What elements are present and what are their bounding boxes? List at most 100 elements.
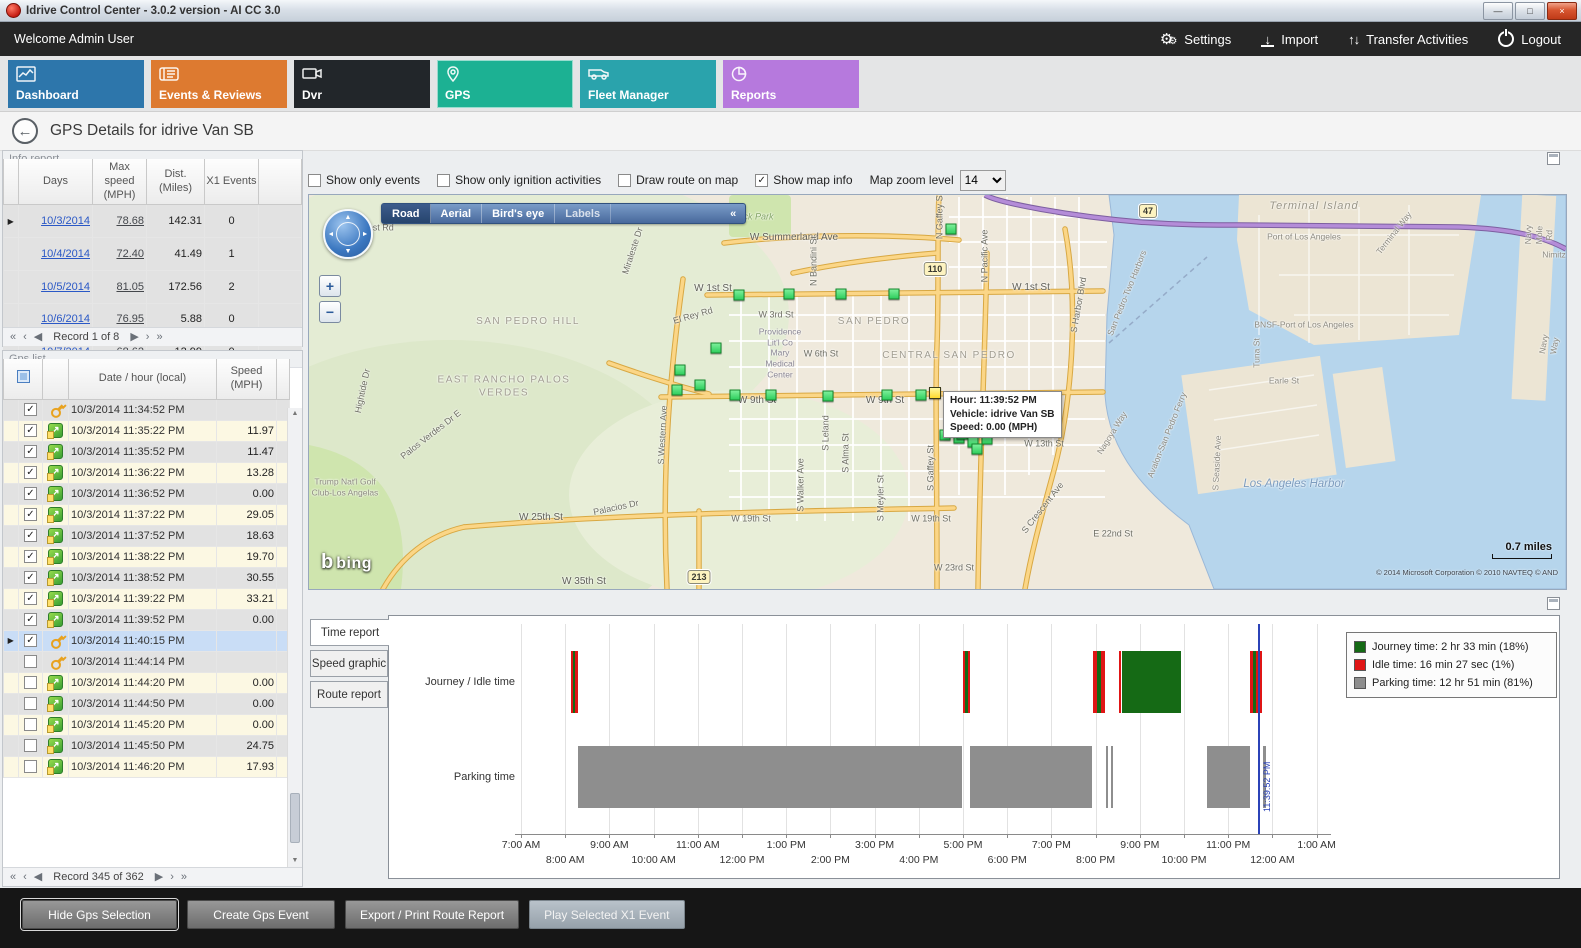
row-checkbox[interactable]: ✓ — [24, 424, 37, 437]
gps-list-scrollbar[interactable]: ▲ ▼ — [287, 408, 302, 867]
checkbox[interactable] — [618, 173, 632, 187]
tab-gps[interactable]: GPS — [437, 59, 573, 108]
gps-row[interactable]: ✓ ↗ 10/3/2014 11:37:52 PM 18.63 — [3, 525, 290, 547]
gps-row[interactable]: ↗ 10/3/2014 11:44:50 PM 0.00 — [3, 693, 290, 715]
bing-map[interactable]: Peck Park W Summerland Ave Crest Rd Mirales… — [308, 194, 1567, 590]
gps-map-marker[interactable] — [671, 384, 683, 396]
gps-map-marker[interactable] — [783, 288, 795, 300]
gps-row[interactable]: ▶ ✓ 10/3/2014 11:40:15 PM — [3, 630, 290, 652]
max-speed-link[interactable]: 81.05 — [116, 280, 144, 293]
gps-map-marker[interactable] — [835, 288, 847, 300]
pan-south-icon[interactable]: ▲ — [344, 247, 352, 254]
pan-west-icon[interactable]: ▲ — [327, 230, 335, 238]
scrollbar-thumb[interactable] — [290, 793, 300, 843]
gps-map-marker[interactable] — [710, 342, 722, 354]
header-speed[interactable]: Speed (MPH) — [216, 359, 277, 400]
scroll-up-arrow[interactable]: ▲ — [291, 410, 299, 417]
tab-speed-graphic[interactable]: Speed graphic — [310, 650, 388, 677]
day-link[interactable]: 10/5/2014 — [41, 280, 90, 293]
pan-north-icon[interactable]: ▲ — [344, 214, 352, 221]
pager-nav-button[interactable]: ‹ — [23, 870, 27, 883]
pager-nav-button[interactable]: « — [10, 330, 17, 343]
pager-nav-button[interactable]: ◀ — [33, 870, 43, 883]
pager-nav-button[interactable]: › — [145, 330, 150, 343]
header-select-all[interactable] — [3, 359, 43, 400]
tab-time-report[interactable]: Time report — [310, 619, 389, 646]
create-gps-event-button[interactable]: Create Gps Event — [187, 900, 335, 929]
map-zoom-select[interactable]: 14 — [959, 169, 1006, 191]
import-menu-item[interactable]: ↓ Import — [1261, 32, 1318, 47]
header-max-speed[interactable]: Max speed (MPH) — [92, 159, 147, 206]
checkbox[interactable] — [308, 173, 321, 187]
gps-map-marker[interactable] — [729, 389, 741, 401]
pager-nav-button[interactable]: ▶ — [154, 870, 164, 883]
back-button[interactable]: ← — [12, 118, 38, 144]
tab-dashboard[interactable]: Dashboard — [8, 59, 144, 108]
map-view-birds-eye[interactable]: Bird's eye — [482, 204, 556, 223]
map-view-aerial[interactable]: Aerial — [431, 204, 483, 223]
minimize-button[interactable]: — — [1483, 1, 1513, 20]
maximize-button[interactable]: □ — [1515, 1, 1545, 20]
header-datetime[interactable]: Date / hour (local) — [68, 359, 217, 400]
gps-map-marker[interactable] — [945, 223, 957, 235]
row-checkbox[interactable]: ✓ — [24, 403, 37, 416]
gps-row[interactable]: ✓ ↗ 10/3/2014 11:35:22 PM 11.97 — [3, 420, 290, 442]
close-button[interactable]: × — [1547, 1, 1577, 20]
pager-nav-button[interactable]: › — [170, 870, 174, 883]
gps-row[interactable]: ✓ ↗ 10/3/2014 11:35:52 PM 11.47 — [3, 441, 290, 463]
gps-map-marker[interactable] — [881, 389, 893, 401]
row-checkbox[interactable]: ✓ — [24, 634, 37, 647]
row-checkbox[interactable]: ✓ — [24, 529, 37, 542]
info-report-row[interactable]: ▶ 10/3/2014 78.68 142.31 0 — [3, 204, 302, 238]
tab-fleet-manager[interactable]: Fleet Manager — [580, 59, 716, 108]
window-titlebar[interactable]: Idrive Control Center - 3.0.2 version - … — [0, 0, 1581, 22]
gps-row[interactable]: ↗ 10/3/2014 11:45:20 PM 0.00 — [3, 714, 290, 736]
gps-map-marker[interactable] — [765, 389, 777, 401]
row-checkbox[interactable]: ✓ — [24, 592, 37, 605]
pan-east-icon[interactable]: ▲ — [361, 230, 369, 238]
map-view-labels[interactable]: Labels — [555, 204, 612, 223]
gps-row[interactable]: ✓ ↗ 10/3/2014 11:36:52 PM 0.00 — [3, 483, 290, 505]
gps-row[interactable]: ✓ ↗ 10/3/2014 11:36:22 PM 13.28 — [3, 462, 290, 484]
map-option-show-only-events[interactable]: Show only events — [308, 173, 420, 187]
header-dist[interactable]: Dist. (Miles) — [146, 159, 205, 206]
max-speed-link[interactable]: 76.95 — [116, 313, 144, 326]
gps-map-marker[interactable] — [915, 389, 927, 401]
map-option-show-only-ignition-activities[interactable]: Show only ignition activities — [437, 173, 601, 187]
gps-row[interactable]: 10/3/2014 11:44:14 PM — [3, 651, 290, 673]
day-link[interactable]: 10/4/2014 — [41, 247, 90, 260]
gps-map-marker[interactable] — [888, 288, 900, 300]
select-all-icon[interactable] — [16, 369, 30, 383]
pager-nav-button[interactable]: « — [10, 870, 17, 883]
row-checkbox[interactable] — [24, 676, 37, 689]
gps-row[interactable]: ↗ 10/3/2014 11:46:20 PM 17.93 — [3, 756, 290, 778]
scroll-down-arrow[interactable]: ▼ — [291, 857, 299, 864]
pager-nav-button[interactable]: ◀ — [33, 330, 43, 343]
gps-row[interactable]: ✓ ↗ 10/3/2014 11:37:22 PM 29.05 — [3, 504, 290, 526]
map-option-show-map-info[interactable]: ✓ Show map info — [755, 173, 853, 187]
gps-map-marker[interactable] — [694, 379, 706, 391]
transfer-activities-menu-item[interactable]: ↑↓ Transfer Activities — [1348, 31, 1469, 47]
gps-row[interactable]: ✓ ↗ 10/3/2014 11:38:52 PM 30.55 — [3, 567, 290, 589]
selected-gps-map-marker[interactable] — [929, 387, 941, 399]
tab-events-reviews[interactable]: Events & Reviews — [151, 59, 287, 108]
day-link[interactable]: 10/6/2014 — [41, 313, 90, 326]
gps-map-marker[interactable] — [733, 289, 745, 301]
map-option-draw-route-on-map[interactable]: Draw route on map — [618, 173, 738, 187]
pager-nav-button[interactable]: » — [180, 870, 188, 883]
checkbox[interactable] — [437, 173, 451, 187]
info-report-row[interactable]: 10/4/2014 72.40 41.49 1 — [3, 237, 302, 271]
row-checkbox[interactable]: ✓ — [24, 508, 37, 521]
row-checkbox[interactable]: ✓ — [24, 550, 37, 563]
max-speed-link[interactable]: 78.68 — [116, 215, 144, 228]
gps-row[interactable]: ✓ ↗ 10/3/2014 11:38:22 PM 19.70 — [3, 546, 290, 568]
tab-reports[interactable]: Reports — [723, 59, 859, 108]
collapse-chart-panel-button[interactable] — [1547, 597, 1560, 610]
gps-row[interactable]: ✓ 10/3/2014 11:34:52 PM — [3, 399, 290, 421]
row-checkbox[interactable]: ✓ — [24, 613, 37, 626]
tab-route-report[interactable]: Route report — [310, 681, 388, 708]
gps-map-marker[interactable] — [971, 443, 983, 455]
row-checkbox[interactable]: ✓ — [24, 466, 37, 479]
hide-gps-selection-button[interactable]: Hide Gps Selection — [22, 900, 177, 929]
gps-map-marker[interactable] — [822, 390, 834, 402]
